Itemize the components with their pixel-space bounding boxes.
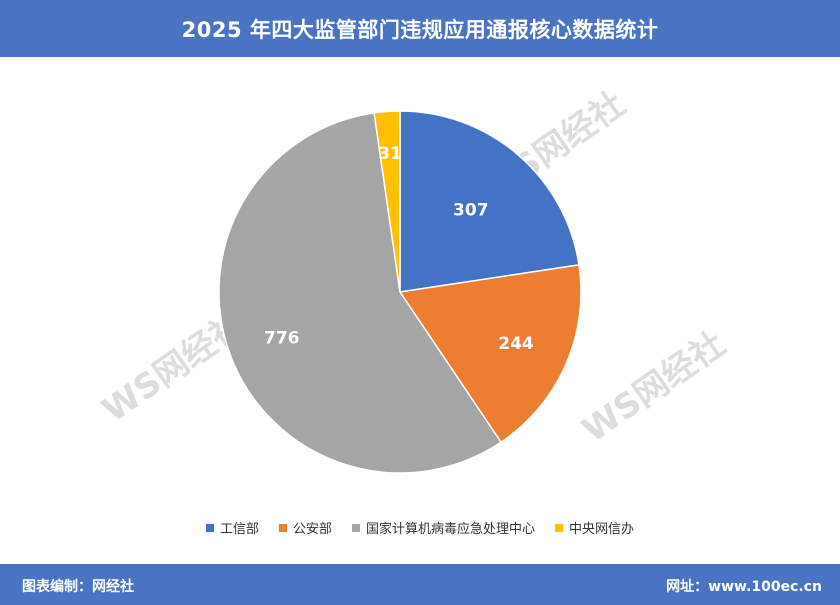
- legend-label: 工信部: [219, 522, 259, 537]
- data-label: 31: [378, 144, 402, 164]
- legend-item: 工信部: [205, 518, 259, 537]
- legend-swatch: [278, 523, 287, 532]
- footer-url: 网址：www.100ec.cn: [666, 579, 822, 595]
- pie-labels: 307 244 776 31: [264, 144, 534, 354]
- chart-title: 2025 年四大监管部门违规应用通报核心数据统计: [181, 17, 659, 42]
- legend-label: 中央网信办: [569, 522, 635, 537]
- pie-slice: [373, 110, 401, 293]
- footer-source: 图表编制：网经社: [22, 579, 134, 595]
- footer-bar: 图表编制：网经社 网址：www.100ec.cn: [0, 564, 840, 605]
- legend-swatch: [205, 523, 214, 532]
- pie-slice: [398, 264, 582, 444]
- pie-slice: [399, 110, 580, 293]
- legend-swatch: [555, 523, 564, 532]
- legend-swatch: [352, 523, 360, 532]
- data-label: 776: [264, 329, 300, 349]
- legend-item: 国家计算机病毒应急处理中心: [352, 518, 535, 537]
- pie-slices: [218, 110, 582, 474]
- legend: 工信部 公安部 国家计算机病毒应急处理中心 中央网信办: [0, 518, 840, 537]
- data-label: 244: [498, 334, 534, 354]
- pie-slice: [218, 112, 503, 474]
- data-label: 307: [453, 201, 489, 221]
- title-bar: 2025 年四大监管部门违规应用通报核心数据统计: [0, 0, 840, 57]
- pie-chart: 307 244 776 31: [218, 110, 582, 474]
- legend-item: 公安部: [278, 518, 332, 537]
- legend-label: 公安部: [292, 522, 332, 537]
- legend-item: 中央网信办: [555, 518, 634, 537]
- legend-label: 国家计算机病毒应急处理中心: [366, 522, 536, 537]
